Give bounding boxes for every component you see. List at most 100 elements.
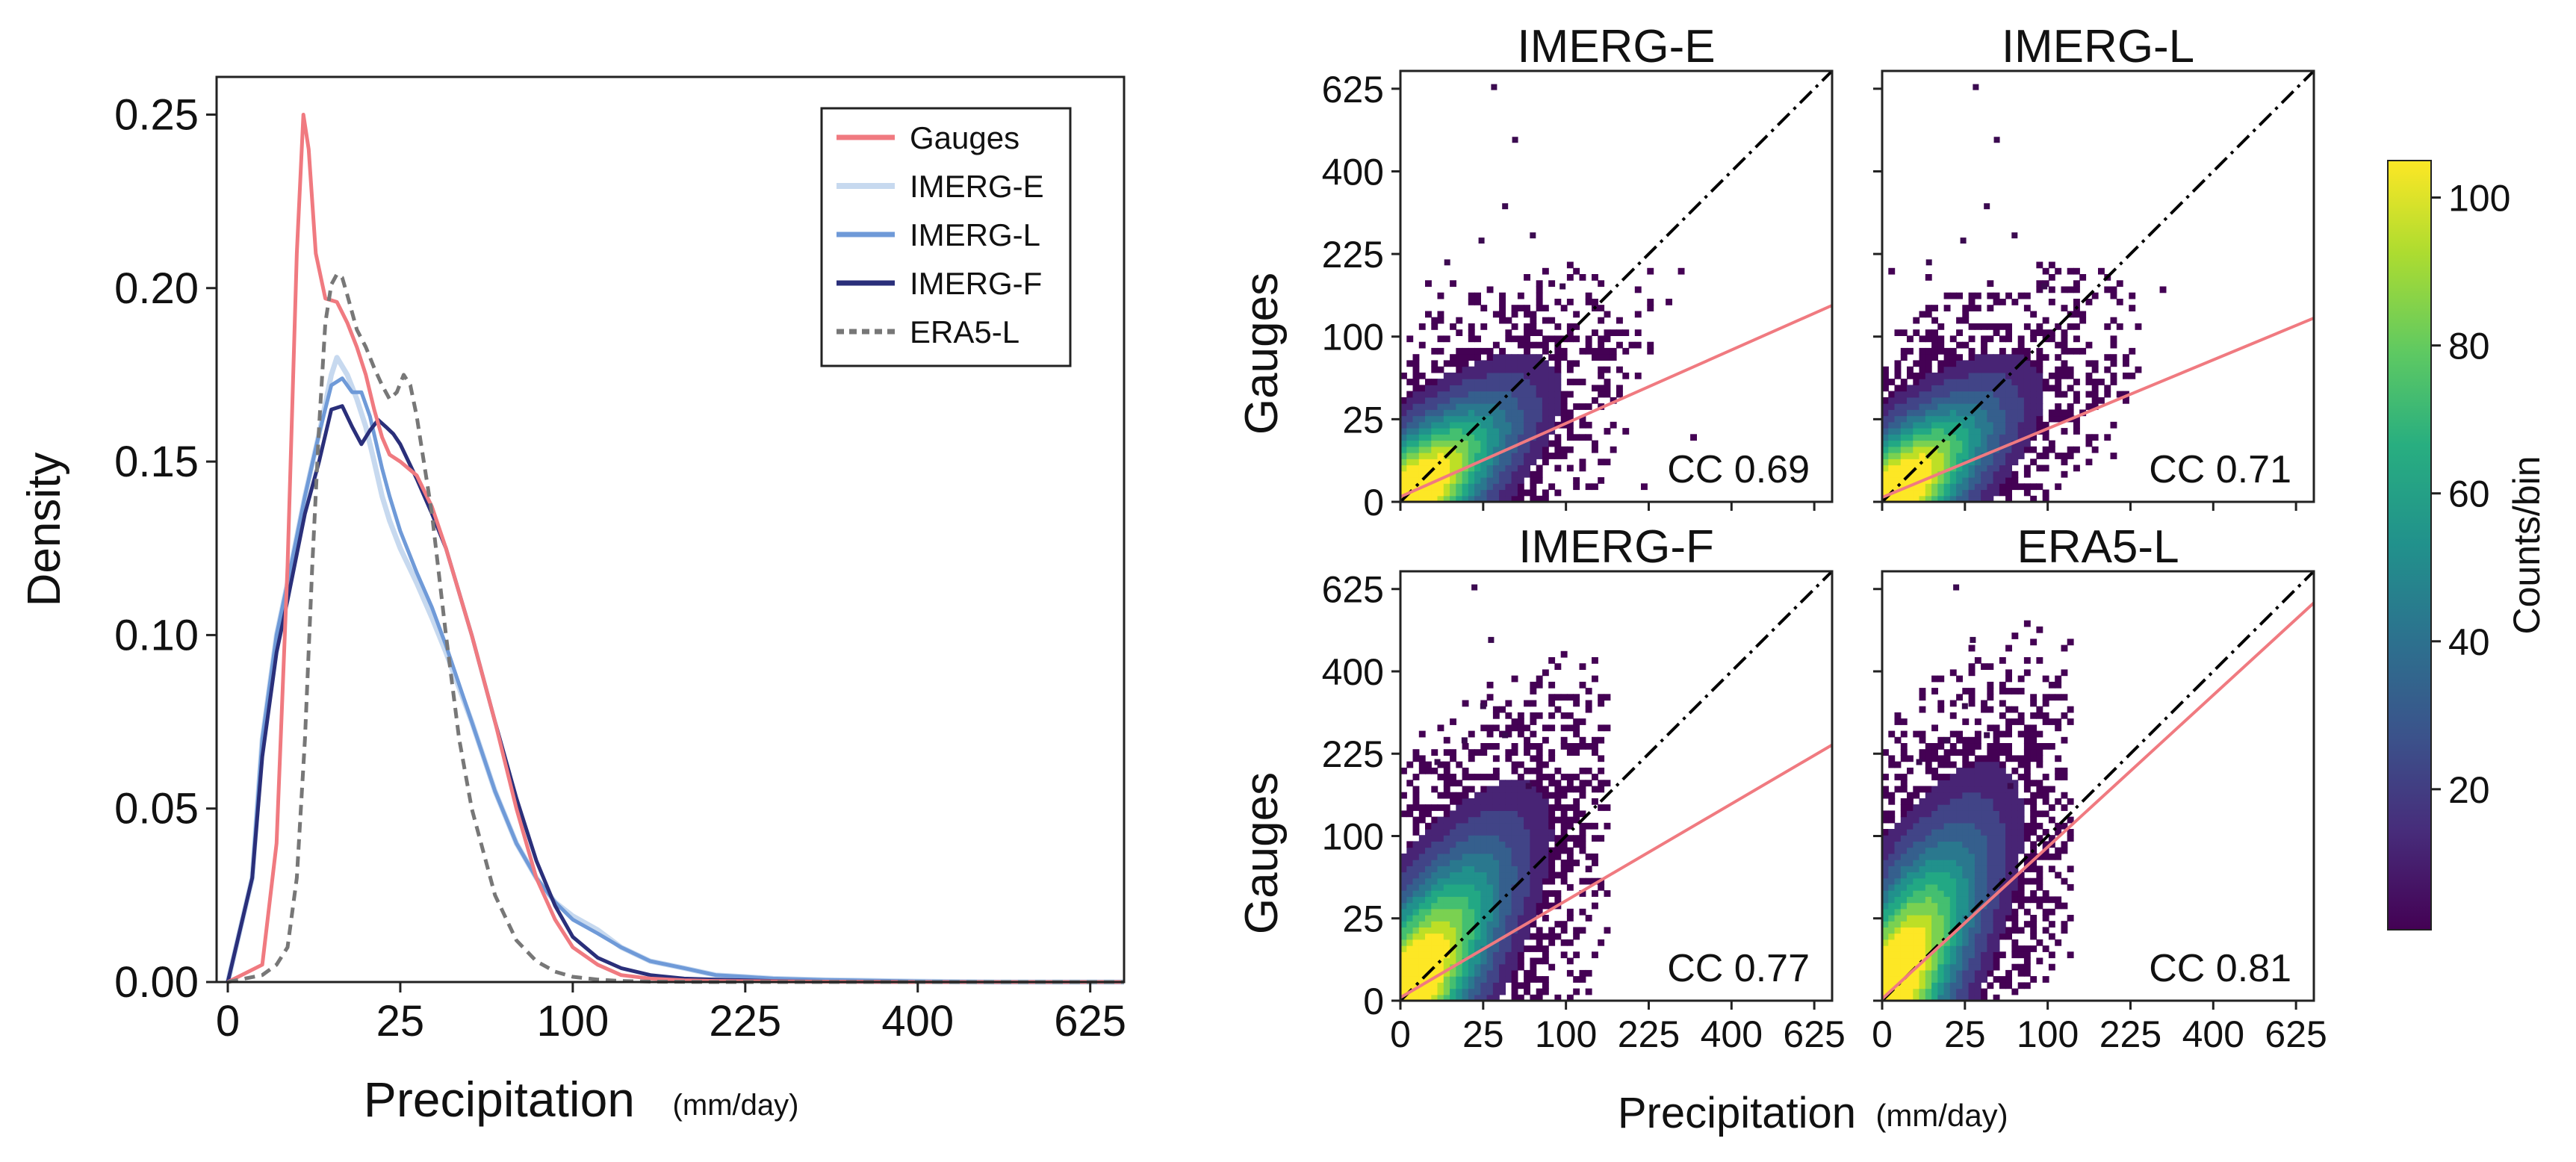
heatmap-cell — [2085, 440, 2093, 447]
heatmap-cell — [1981, 798, 1987, 805]
heatmap-cell — [1536, 816, 1543, 824]
heatmap-cell — [1999, 397, 2006, 404]
heatmap-cell — [2091, 397, 2099, 404]
heatmap-cell — [1437, 921, 1444, 928]
heatmap-cell — [1999, 835, 2006, 842]
heatmap-cell — [1536, 434, 1543, 441]
heatmap-cell — [1406, 391, 1414, 398]
heatmap-cell — [1425, 489, 1432, 497]
heatmap-cell — [1962, 372, 1970, 379]
heatmap-cell — [2061, 644, 2068, 652]
heatmap-cell — [1524, 890, 1530, 897]
heatmap-cell — [1943, 939, 1951, 946]
heatmap-cell — [1913, 792, 1920, 799]
heatmap-cell — [1573, 730, 1580, 738]
heatmap-cell — [1462, 354, 1469, 361]
heatmap-cell — [1937, 890, 1945, 897]
heatmap-cell — [1931, 495, 1938, 503]
heatmap-cell — [1894, 915, 1902, 922]
heatmap-cell — [1462, 810, 1469, 818]
heatmap-cell — [2005, 453, 2012, 459]
heatmap-cell — [1962, 391, 1970, 398]
heatmap-cell — [1974, 379, 1981, 385]
heatmap-cell — [1962, 767, 1970, 774]
heatmap-cell — [2017, 835, 2025, 842]
heatmap-cell — [1943, 749, 1951, 756]
heatmap-cell — [1592, 902, 1598, 910]
heatmap-cell — [1956, 951, 1963, 959]
heatmap-cell — [1956, 945, 1963, 952]
heatmap-cell — [1536, 988, 1543, 995]
heatmap-cell — [1634, 311, 1642, 318]
heatmap-cell — [1943, 877, 1951, 885]
heatmap-cell — [1579, 347, 1586, 355]
heatmap-cell — [1604, 822, 1611, 830]
heatmap-cell — [1536, 939, 1543, 946]
heatmap-cell — [1412, 391, 1420, 398]
heatmap-cell — [1968, 951, 1976, 959]
heatmap-cell — [1937, 835, 1945, 842]
heatmap-cell — [1418, 921, 1426, 928]
heatmap-cell — [1456, 409, 1463, 417]
heatmap-cell — [1517, 896, 1524, 904]
heatmap-cell — [1511, 835, 1518, 842]
heatmap-outlier — [1960, 237, 1967, 244]
heatmap-cell — [1542, 945, 1549, 952]
heatmap-cell — [1480, 446, 1488, 453]
heatmap-cell — [1913, 982, 1920, 989]
heatmap-cell — [1937, 774, 1945, 780]
heatmap-cell — [1610, 421, 1617, 429]
heatmap-cell — [1431, 470, 1438, 478]
heatmap-cell — [1406, 428, 1414, 435]
heatmap-cell — [1425, 397, 1432, 404]
heatmap-cell — [1962, 939, 1970, 946]
heatmap-cell — [1492, 896, 1500, 904]
heatmap-cell — [1579, 841, 1586, 848]
heatmap-cell — [1536, 927, 1543, 934]
heatmap-cell — [1462, 700, 1469, 707]
legend-label-gauges: Gauges — [910, 120, 1019, 155]
heatmap-cell — [1492, 459, 1500, 466]
heatmap-cell — [1987, 489, 1994, 497]
heatmap-cell — [1987, 428, 1994, 435]
heatmap-cell — [1499, 792, 1506, 799]
heatmap-cell — [1968, 853, 1976, 860]
heatmap-cell — [1925, 877, 1932, 885]
heatmap-cell — [1956, 829, 1963, 836]
heatmap-cell — [1925, 354, 1932, 361]
heatmap-cell — [1962, 366, 1970, 373]
heatmap-cell — [1492, 385, 1500, 392]
heatmap-cell — [2005, 644, 2012, 652]
heatmap-cell — [1962, 822, 1970, 830]
heatmap-cell — [1524, 434, 1530, 441]
heatmap-cell — [1418, 853, 1426, 860]
heatmap-cell — [1536, 767, 1543, 774]
heatmap-cell — [1418, 409, 1426, 417]
heatmap-cell — [1987, 921, 1994, 928]
heatmap-cell — [1431, 453, 1438, 459]
heatmap-cell — [2011, 835, 2019, 842]
heatmap-cell — [1554, 372, 1562, 379]
heatmap-cell — [1468, 860, 1475, 866]
heatmap-cell — [1968, 841, 1976, 848]
heatmap-cell — [1548, 755, 1556, 762]
heatmap-cell — [1937, 706, 1945, 713]
heatmap-cell — [1579, 274, 1586, 281]
heatmap-cell — [1499, 921, 1506, 928]
heatmap-cell — [2110, 286, 2117, 293]
heatmap-cell — [1888, 994, 1896, 1001]
heatmap-cell — [1480, 409, 1488, 417]
heatmap-cell — [1468, 982, 1475, 989]
heatmap-cell — [1486, 428, 1494, 435]
heatmap-cell — [1542, 341, 1549, 349]
heatmap-cell — [2073, 280, 2080, 288]
heatmap-cell — [1400, 976, 1407, 983]
heatmap-cell — [1949, 360, 1957, 367]
heatmap-cell — [1524, 872, 1530, 879]
heatmap-cell — [1425, 853, 1432, 860]
heatmap-cell — [1462, 798, 1469, 805]
heatmap-cell — [1517, 798, 1524, 805]
heatmap-cell — [2005, 822, 2012, 830]
density-xtick-label: 225 — [709, 997, 781, 1046]
